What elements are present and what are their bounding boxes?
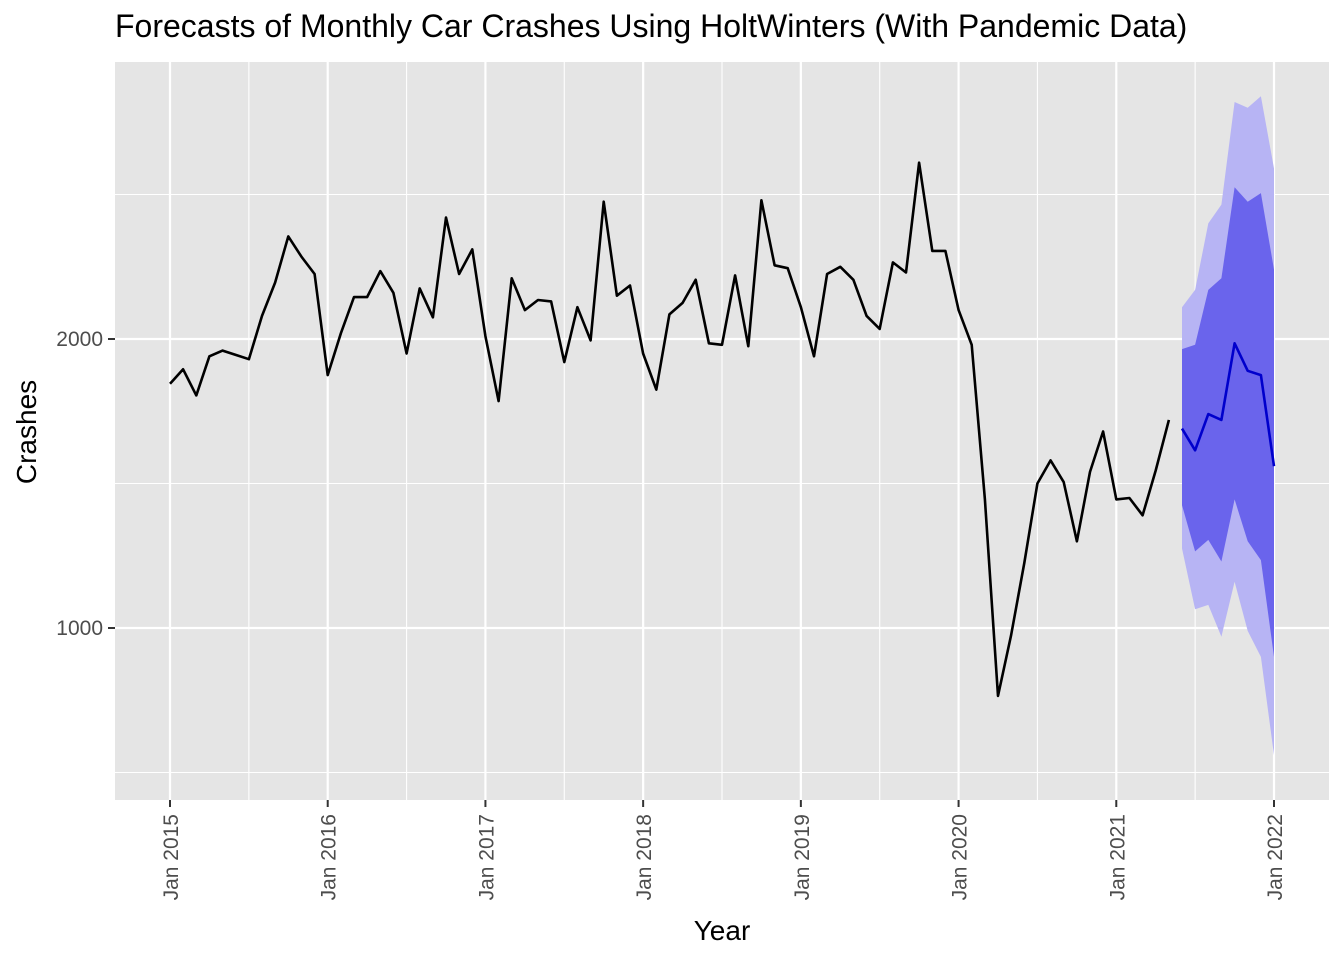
axes: 1000 2000 Jan 2015 Jan 2016 Jan 2017 Jan 2018… — [56, 328, 1287, 900]
chart-title: Forecasts of Monthly Car Crashes Using H… — [115, 8, 1188, 44]
x-tick-label: Jan 2017 — [475, 814, 498, 900]
x-tick-label: Jan 2016 — [318, 814, 341, 900]
forecast-bands — [1182, 96, 1274, 756]
series-lines — [169, 161, 1276, 698]
x-tick-label: Jan 2022 — [1264, 814, 1287, 900]
y-tick-label: 2000 — [56, 328, 103, 351]
x-tick-label: Jan 2018 — [633, 814, 656, 900]
history-series-line — [169, 161, 1171, 698]
minor-grid — [115, 62, 1329, 800]
y-axis-title: Crashes — [11, 380, 42, 484]
x-axis-title: Year — [694, 915, 751, 946]
x-tick-label: Jan 2015 — [160, 814, 183, 900]
forecast-mean-line — [1180, 341, 1276, 467]
forecast-band-80 — [1182, 187, 1274, 657]
x-tick-label: Jan 2020 — [949, 814, 972, 900]
y-tick-label: 1000 — [56, 617, 103, 640]
x-tick-label: Jan 2019 — [791, 814, 814, 900]
x-tick-label: Jan 2021 — [1106, 814, 1129, 900]
